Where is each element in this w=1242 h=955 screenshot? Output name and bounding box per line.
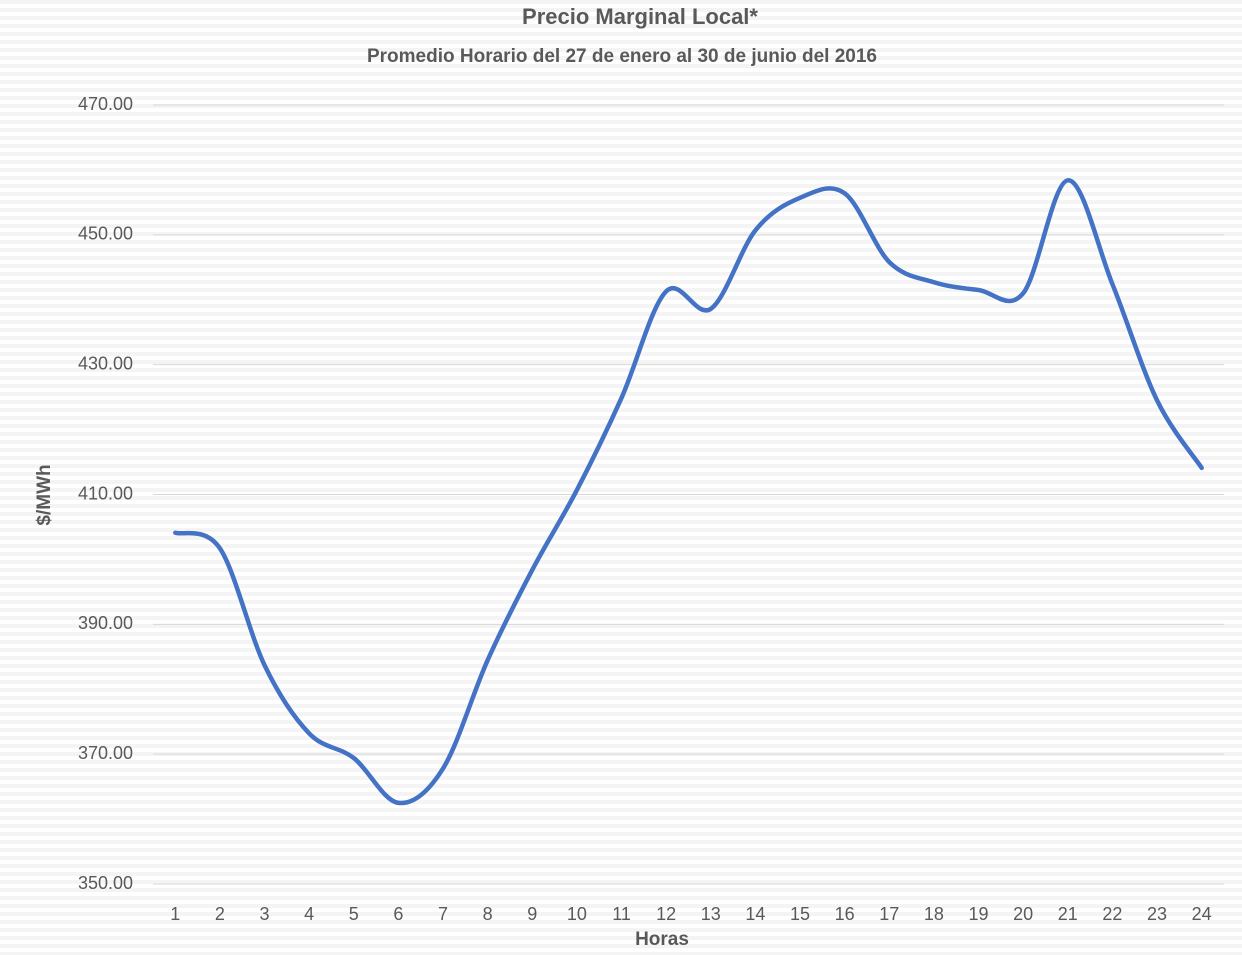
x-tick-label: 21 [1058,904,1078,924]
x-tick-label: 17 [879,904,899,924]
y-tick-label: 470.00 [78,94,133,114]
x-tick-label: 2 [215,904,225,924]
chart-subtitle: Promedio Horario del 27 de enero al 30 d… [367,46,877,67]
y-axis-label: $/MWh [34,464,55,525]
y-tick-label: 370.00 [78,743,133,763]
x-tick-label: 15 [790,904,810,924]
x-axis-label: Horas [635,929,689,950]
y-tick-label: 390.00 [78,613,133,633]
x-tick-label: 11 [612,904,631,924]
x-tick-label: 4 [304,904,314,924]
x-tick-label: 23 [1147,904,1167,924]
y-tick-label: 430.00 [78,353,133,373]
x-tick-label: 22 [1102,904,1122,924]
x-tick-label: 8 [483,904,493,924]
chart-title: Precio Marginal Local* [522,4,758,29]
series-line [173,178,1204,806]
y-tick-label: 410.00 [78,483,133,503]
x-tick-label: 13 [701,904,721,924]
x-tick-label: 6 [393,904,403,924]
x-tick-label: 19 [969,904,989,924]
x-tick-label: 7 [438,904,448,924]
x-tick-label: 12 [656,904,676,924]
x-tick-label: 3 [260,904,270,924]
x-tick-label: 24 [1192,904,1212,924]
x-tick-label: 16 [835,904,855,924]
x-tick-label: 1 [170,904,180,924]
y-tick-label: 450.00 [78,224,133,244]
x-tick-label: 9 [527,904,537,924]
x-tick-label: 20 [1013,904,1033,924]
x-tick-label: 5 [349,904,359,924]
x-tick-label: 14 [745,904,765,924]
x-tick-label: 18 [924,904,944,924]
x-tick-label: 10 [567,904,587,924]
y-tick-label: 350.00 [78,873,133,893]
